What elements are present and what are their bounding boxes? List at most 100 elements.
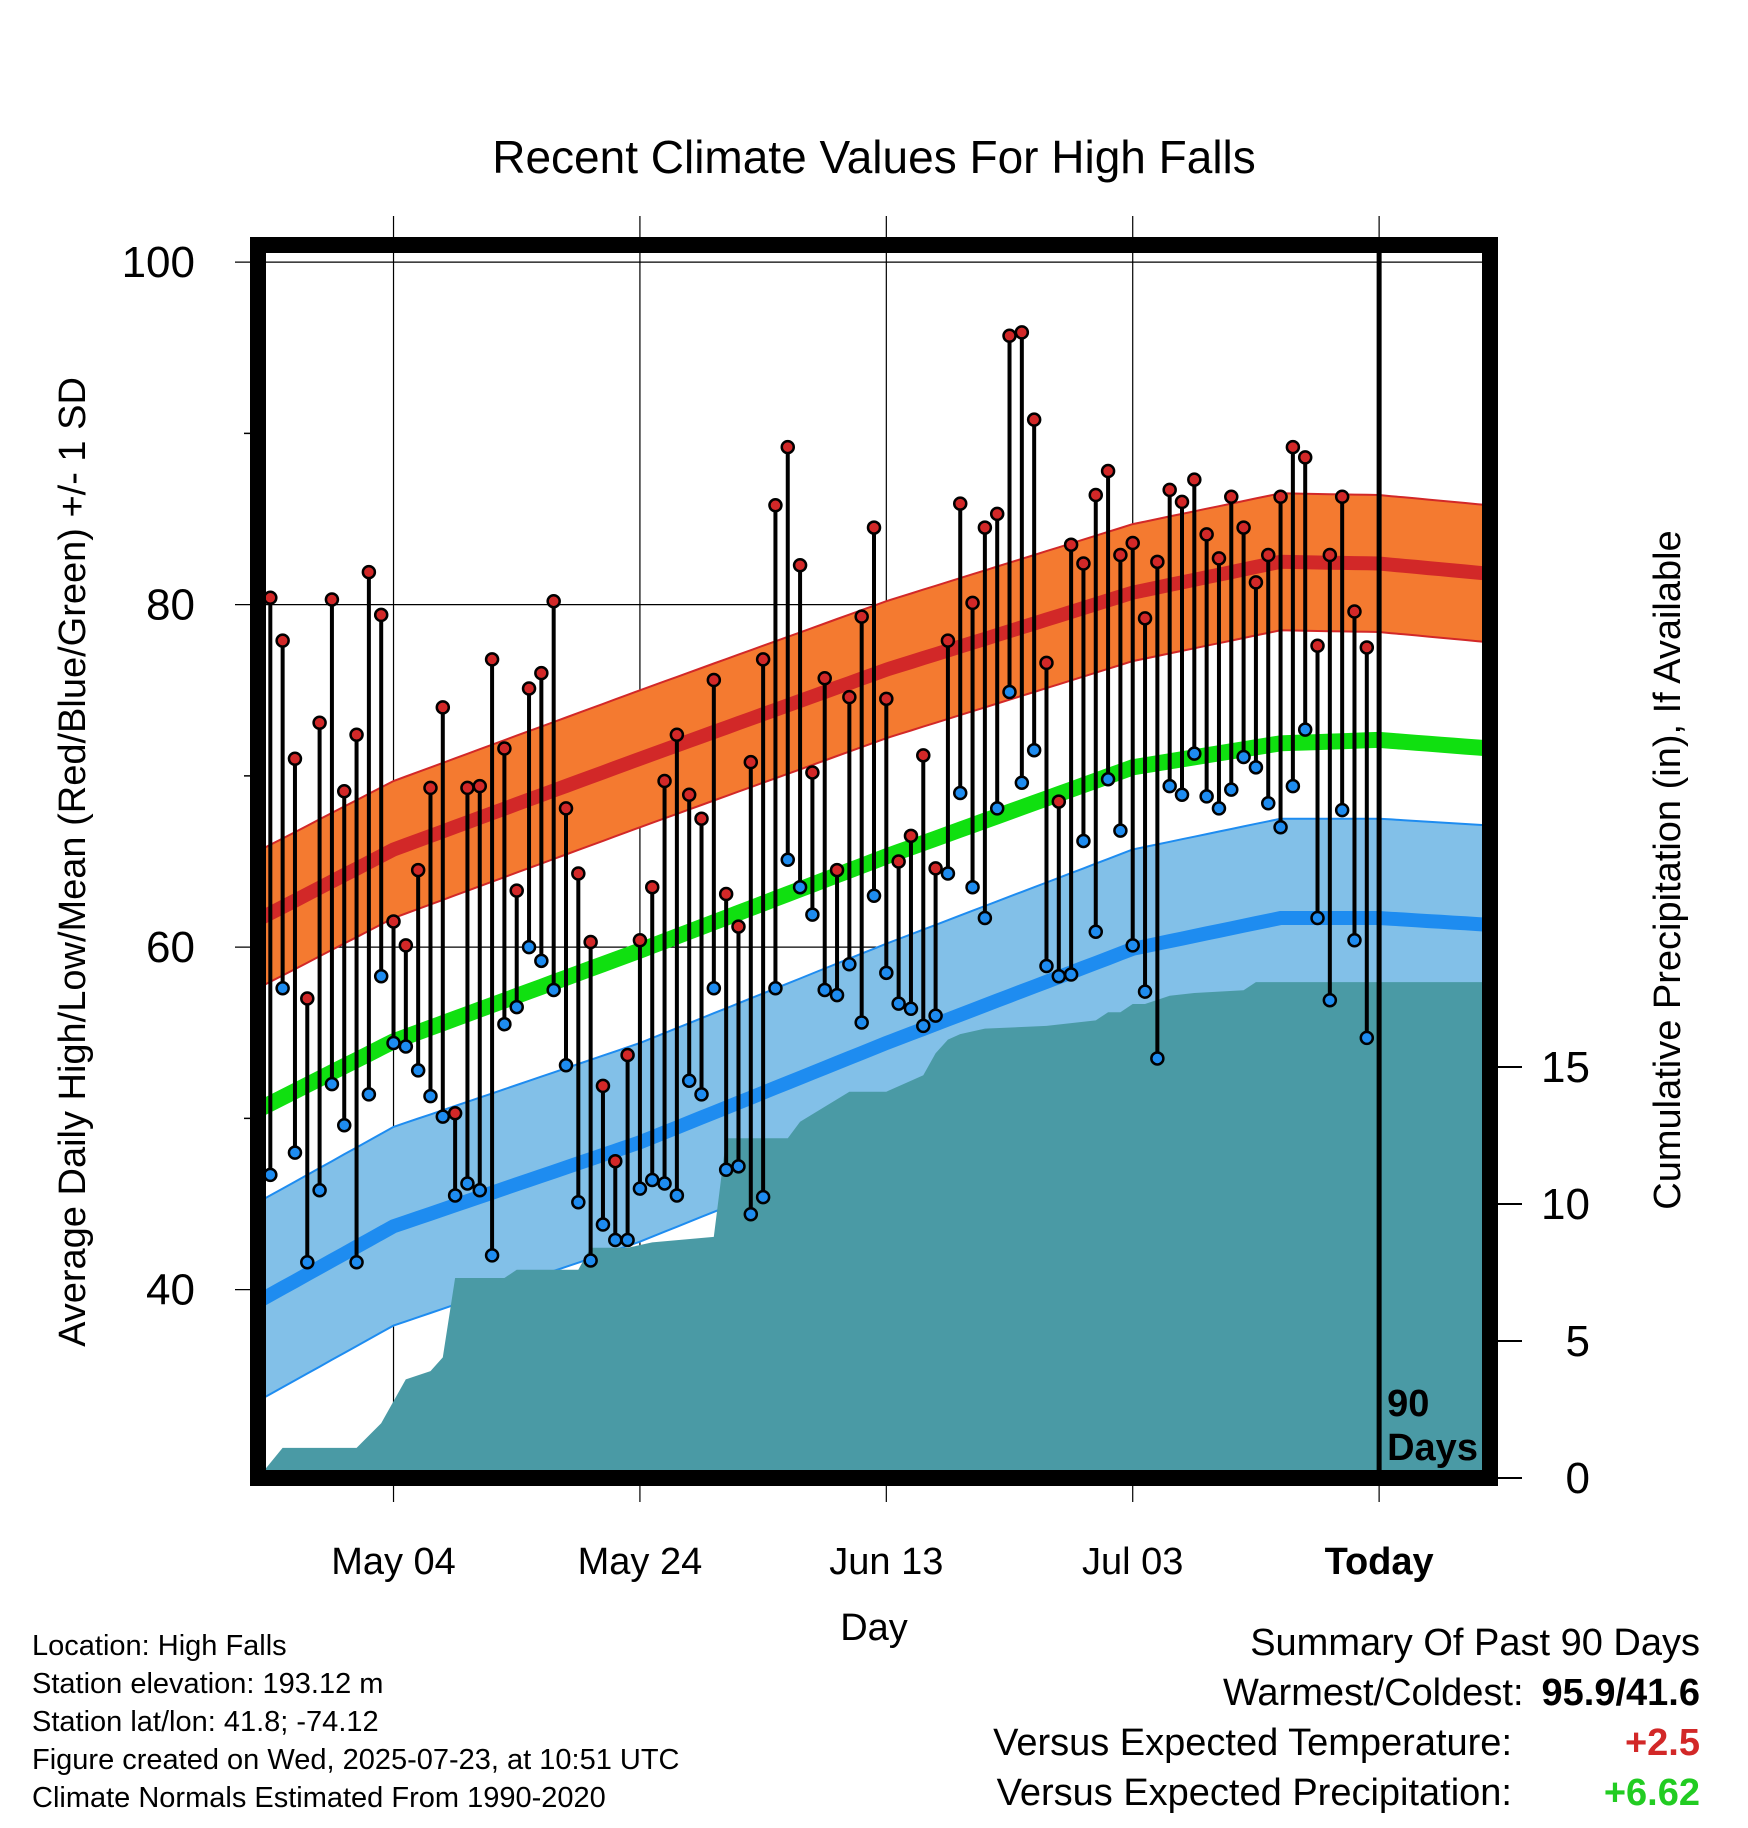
daily-low-point <box>743 1207 759 1222</box>
daily-high-point <box>928 861 943 876</box>
y-right-tick-label: 5 <box>1566 1317 1590 1366</box>
daily-range-sticks <box>263 325 1375 1270</box>
y-left-tick-label: 100 <box>122 238 195 287</box>
daily-high-point <box>1113 547 1128 563</box>
daily-low-point <box>1260 796 1276 811</box>
temp-label: Versus Expected Temperature: <box>993 1722 1512 1764</box>
y-right-tick-label: 10 <box>1541 1180 1590 1229</box>
daily-high-point <box>977 520 993 535</box>
daily-low-point <box>1211 801 1227 816</box>
daily-low-point <box>718 1162 734 1177</box>
daily-low-point <box>410 1063 426 1078</box>
daily-high-point <box>324 592 340 607</box>
daily-low-point <box>657 1176 672 1191</box>
daily-high-point <box>1076 556 1091 571</box>
daily-high-point <box>558 801 574 816</box>
daily-high-point <box>312 715 327 731</box>
daily-low-point <box>842 957 857 972</box>
daily-low-point <box>287 1145 303 1160</box>
daily-low-point <box>1088 924 1104 939</box>
daily-low-point <box>1236 749 1251 765</box>
daily-high-point <box>1224 489 1239 504</box>
daily-low-point <box>1100 772 1116 787</box>
daily-high-point <box>1100 463 1116 479</box>
daily-high-point <box>817 671 832 686</box>
daily-high-point <box>891 854 906 869</box>
daily-high-point <box>1347 604 1362 619</box>
daily-high-point <box>854 609 869 624</box>
daily-low-point <box>916 1018 931 1034</box>
precip-label: Versus Expected Precipitation: <box>996 1772 1512 1814</box>
x-tick-label: May 24 <box>578 1541 703 1583</box>
daily-low-point <box>792 879 808 895</box>
daily-high-point <box>743 754 759 770</box>
daily-low-point <box>300 1254 315 1270</box>
daily-low-point <box>1224 782 1239 797</box>
daily-high-point <box>583 934 598 950</box>
daily-high-point <box>1297 450 1313 465</box>
daily-low-point <box>1273 820 1288 835</box>
daily-high-point <box>1310 638 1325 653</box>
daily-low-point <box>447 1188 463 1203</box>
daily-low-point <box>879 965 894 981</box>
summary-heading: Summary Of Past 90 Days <box>1250 1622 1700 1664</box>
daily-low-point <box>1076 833 1091 849</box>
daily-high-point <box>1150 554 1165 570</box>
daily-low-point <box>644 1172 660 1188</box>
daily-low-point <box>1002 684 1017 700</box>
daily-high-point <box>472 778 488 794</box>
summary-warmest-row: Warmest/Coldest: 95.9/41.6 <box>1223 1672 1700 1715</box>
daily-low-point <box>903 1001 919 1017</box>
normal-low-line <box>254 911 1491 1308</box>
summary-precip-row: Versus Expected Precipitation: +6.62 <box>997 1772 1700 1815</box>
daily-high-point <box>287 751 303 766</box>
daily-high-point <box>1026 412 1042 427</box>
x-tick-label: Jul 03 <box>1082 1541 1183 1583</box>
daily-high-point <box>361 564 377 580</box>
daily-high-point <box>571 866 586 881</box>
x-tick-label: Today <box>1325 1541 1434 1583</box>
daily-low-point <box>620 1232 635 1248</box>
daily-high-point <box>780 439 796 455</box>
daily-high-point <box>620 1047 635 1063</box>
daily-high-point <box>768 498 783 513</box>
daily-high-point <box>1334 489 1350 504</box>
daily-high-point <box>1285 439 1301 455</box>
daily-high-point <box>1174 494 1190 510</box>
daily-low-point <box>768 980 783 996</box>
daily-low-point <box>361 1087 377 1102</box>
daily-high-point <box>595 1078 611 1094</box>
daily-high-point <box>608 1153 623 1169</box>
daily-high-point <box>410 862 426 878</box>
daily-low-point <box>977 910 993 926</box>
temp-value: +2.5 <box>1624 1722 1700 1764</box>
daily-low-point <box>706 980 722 996</box>
daily-high-point <box>1039 655 1054 671</box>
today-marker-label: 90 <box>1387 1383 1429 1425</box>
daily-low-point <box>386 1035 401 1051</box>
daily-high-point <box>1248 575 1264 590</box>
daily-high-point <box>521 681 537 696</box>
daily-low-point <box>263 1167 278 1183</box>
daily-high-point <box>336 784 352 799</box>
daily-low-point <box>1347 933 1362 948</box>
elevation-label: Station elevation: 193.12 m <box>32 1668 384 1700</box>
daily-high-point <box>460 780 475 796</box>
daily-high-point <box>792 557 808 573</box>
daily-low-point <box>558 1058 574 1073</box>
x-axis-label: Day <box>840 1607 908 1649</box>
low-upper-edge <box>257 817 1491 1204</box>
daily-high-point <box>989 506 1005 522</box>
daily-high-point <box>1322 547 1338 563</box>
summary-temp-row: Versus Expected Temperature: +2.5 <box>993 1722 1700 1765</box>
daily-high-point <box>534 665 549 681</box>
daily-high-point <box>879 691 894 707</box>
daily-low-point <box>608 1232 623 1248</box>
daily-high-point <box>398 938 414 953</box>
daily-high-point <box>1199 527 1214 542</box>
daily-low-point <box>312 1183 327 1198</box>
daily-low-point <box>1063 967 1079 982</box>
daily-high-point <box>497 741 512 756</box>
